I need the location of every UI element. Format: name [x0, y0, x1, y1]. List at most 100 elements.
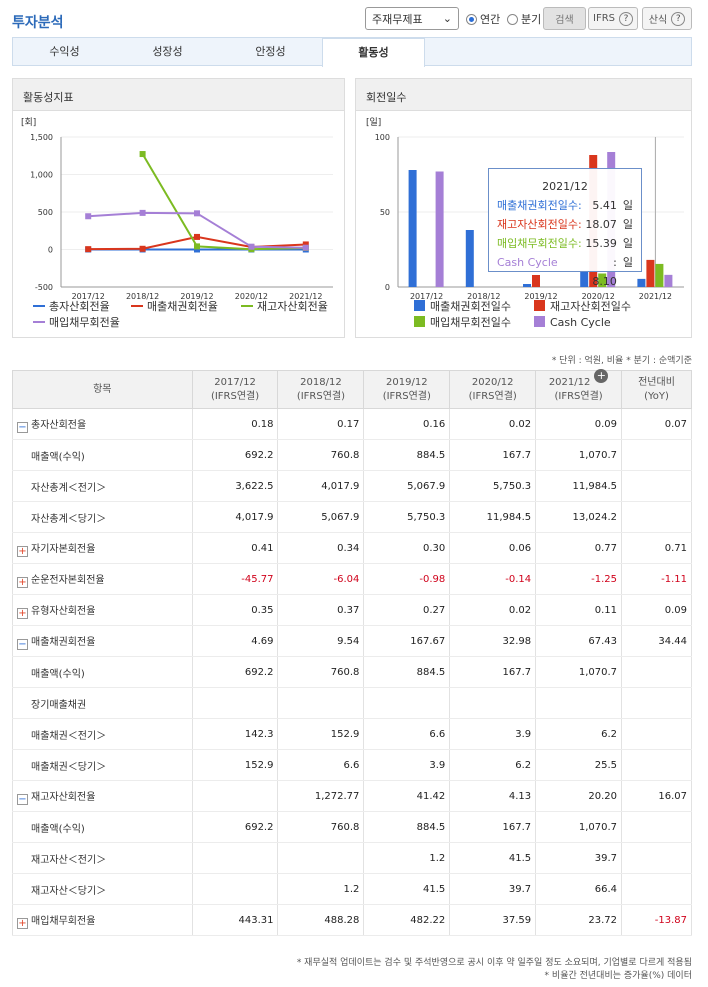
row-label[interactable]: − 총자산회전율 [12, 408, 193, 440]
table-cell: -1.25 [535, 563, 623, 595]
table-cell: 884.5 [363, 439, 451, 471]
x-tick-label: 2018/12 [126, 292, 159, 301]
tab-profitability[interactable]: 수익성 [49, 45, 80, 58]
table-cell: 0.16 [363, 408, 451, 440]
table-cell: -6.04 [277, 563, 365, 595]
table-cell: 488.28 [277, 904, 365, 936]
table-cell: 0.77 [535, 532, 623, 564]
add-column-icon[interactable]: + [594, 369, 609, 383]
table-row: − 총자산회전율 0.18 0.17 0.16 0.02 0.09 0.07 [12, 408, 692, 440]
bar [532, 275, 540, 287]
table-cell: 32.98 [449, 625, 537, 657]
activity-table: 항목 2017/12 (IFRS연결) 2018/12 (IFRS연결) 2019/12(… [12, 369, 692, 936]
expand-icon[interactable]: + [17, 607, 28, 619]
table-cell: 482.22 [363, 904, 451, 936]
table-cell: 760.8 [277, 439, 365, 471]
table-cell [191, 780, 279, 812]
row-label[interactable]: − 매출채권회전율 [12, 625, 193, 657]
column-header: 2020/12 (IFRS연결) [449, 370, 537, 409]
table-cell: 13,024.2 [535, 501, 623, 533]
table-cell: 884.5 [363, 811, 451, 843]
legend-marker [414, 316, 425, 327]
legend-item: 매출채권회전일수 [430, 299, 511, 313]
table-cell: 0.41 [191, 532, 279, 564]
table-cell: 4.13 [449, 780, 537, 812]
annual-radio[interactable]: 연간 [466, 11, 500, 27]
activity-line-chart: [회] 1,500 1,000 500 0 -500 2017/12 2018/12 2019/… [21, 117, 333, 329]
collapse-icon[interactable]: − [17, 793, 28, 805]
row-label: 자산총계＜당기＞ [12, 501, 193, 533]
table-cell: 0.30 [363, 532, 451, 564]
table-cell: 9.54 [277, 625, 365, 657]
table-row: 자산총계＜당기＞ 4,017.9 5,067.9 5,750.3 11,984.5 13,… [12, 501, 692, 533]
table-row: + 매입채무회전율 443.31 488.28 482.22 37.59 23.72 -13.… [12, 904, 692, 936]
page-title: 투자분석 [12, 15, 64, 31]
table-cell: 67.43 [535, 625, 623, 657]
bar [408, 170, 417, 287]
expand-icon[interactable]: + [17, 545, 28, 557]
data-point [302, 244, 309, 251]
legend-item: 매입채무회전율 [49, 316, 120, 329]
collapse-icon[interactable]: − [17, 638, 28, 650]
legend-item: 총자산회전율 [49, 300, 110, 313]
data-point [194, 233, 200, 240]
quarter-radio[interactable]: 분기 [507, 11, 541, 27]
table-cell: 37.59 [449, 904, 537, 936]
tooltip-label: 매출채권회전일수: [497, 199, 582, 212]
series-line [88, 211, 306, 249]
table-cell: 884.5 [363, 656, 451, 688]
table-cell: 34.44 [621, 625, 692, 657]
table-cell: 4.69 [191, 625, 279, 657]
row-label[interactable]: + 유형자산회전율 [12, 594, 193, 626]
search-button[interactable]: 검색 [543, 7, 586, 30]
tooltip-label: 매입채무회전일수: [497, 237, 582, 250]
tab-growth[interactable]: 성장성 [152, 45, 183, 58]
table-cell: 6.6 [363, 718, 451, 750]
table-row: − 재고자산회전율 1,272.77 41.42 4.13 20.20 16.07 [12, 780, 692, 812]
table-cell [621, 842, 692, 874]
tooltip-row: 매입채무회전일수: 15.39 일 [497, 234, 633, 253]
tab-activity[interactable]: 활동성 [322, 38, 425, 67]
table-cell: 11,984.5 [449, 501, 537, 533]
tooltip-value: 18.07 [585, 218, 617, 231]
table-cell: 41.5 [363, 873, 451, 905]
formula-help-button[interactable]: 산식? [642, 7, 692, 30]
row-label[interactable]: + 자기자본회전율 [12, 532, 193, 564]
tab-stability[interactable]: 안정성 [255, 45, 286, 58]
x-tick-label: 2019/12 [180, 292, 213, 301]
row-label[interactable]: − 재고자산회전율 [12, 780, 193, 812]
table-cell: 167.7 [449, 811, 537, 843]
y-tick-label: 0 [48, 246, 53, 255]
collapse-icon[interactable]: − [17, 421, 28, 433]
row-label[interactable]: + 매입채무회전율 [12, 904, 193, 936]
question-icon: ? [671, 11, 686, 26]
column-header: 2019/12 (IFRS연결) [363, 370, 451, 409]
row-label[interactable]: + 순운전자본회전율 [12, 563, 193, 595]
table-cell: 142.3 [191, 718, 279, 750]
table-cell: 0.18 [191, 408, 279, 440]
activity-indicator-panel: 활동성지표 [회] 1,500 1,000 500 0 -500 2017/12 2018/1… [12, 78, 345, 338]
table-cell: 20.20 [535, 780, 623, 812]
expand-icon[interactable]: + [17, 576, 28, 588]
data-point [248, 243, 255, 250]
tooltip-unit: 일 [622, 237, 633, 250]
ifrs-help-button[interactable]: IFRS? [588, 7, 638, 30]
table-row: + 순운전자본회전율 -45.77 -6.04 -0.98 -0.14 -1.25 -1.11 [12, 563, 692, 595]
y-tick-label: 1,500 [30, 133, 53, 142]
table-cell [621, 501, 692, 533]
table-row: 재고자산＜전기＞ 1.2 41.5 39.7 [12, 842, 692, 874]
expand-icon[interactable]: + [17, 917, 28, 929]
statement-type-select[interactable]: 주재무제표 ⌄ [365, 7, 459, 30]
table-cell: 0.37 [277, 594, 365, 626]
bar [655, 263, 664, 287]
table-row: − 매출채권회전율 4.69 9.54 167.67 32.98 67.43 34.44 [12, 625, 692, 657]
table-cell: 760.8 [277, 811, 365, 843]
y-tick-label: 500 [38, 208, 53, 217]
data-point [302, 241, 309, 248]
table-cell: 0.11 [535, 594, 623, 626]
column-header: 2017/12 (IFRS연결) [191, 370, 279, 409]
table-cell: 0.35 [191, 594, 279, 626]
table-cell: 0.71 [621, 532, 692, 564]
y-tick-label: 0 [385, 283, 390, 292]
tooltip-unit: 일 [622, 256, 633, 269]
